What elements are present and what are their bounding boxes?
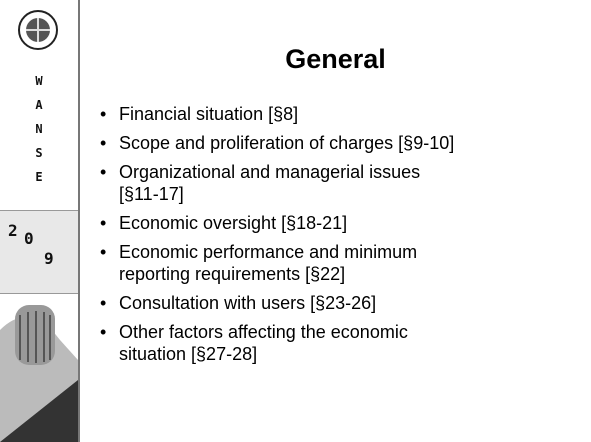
bullet-dot: •	[100, 242, 106, 263]
bullet-text: Financial situation [§8]	[119, 104, 298, 125]
bullet-text: Economic performance and minimum	[119, 242, 417, 263]
sidebar-letter: N	[0, 122, 78, 136]
bullet-dot: •	[100, 293, 106, 314]
bullet-text: Economic oversight [§18-21]	[119, 213, 347, 234]
bullet-dot: •	[100, 104, 106, 125]
bullet-text: Organizational and managerial issues	[119, 162, 420, 183]
slide-title: General	[80, 44, 591, 75]
sidebar-letter: S	[0, 146, 78, 160]
year-digit: 2	[8, 221, 18, 240]
sidebar-letter: A	[0, 98, 78, 112]
bullet-text: reporting requirements [§22]	[119, 264, 345, 285]
bullet-dot: •	[100, 322, 106, 343]
bullet-dot: •	[100, 213, 106, 234]
sidebar-letter: E	[0, 170, 78, 184]
year-digit: 0	[24, 229, 34, 248]
bullet-text: Other factors affecting the economic	[119, 322, 408, 343]
bullet-dot: •	[100, 162, 106, 183]
bullet-dot: •	[100, 133, 106, 154]
bullet-text: Consultation with users [§23-26]	[119, 293, 376, 314]
sidebar-letter: W	[0, 74, 78, 88]
year-digit: 9	[44, 249, 54, 268]
slide: 209 WANSE General • Financial situation […	[0, 0, 591, 442]
bullet-text: situation [§27-28]	[119, 344, 257, 365]
bullet-text: Scope and proliferation of charges [§9-1…	[119, 133, 454, 154]
bullet-text: [§11-17]	[119, 184, 184, 205]
